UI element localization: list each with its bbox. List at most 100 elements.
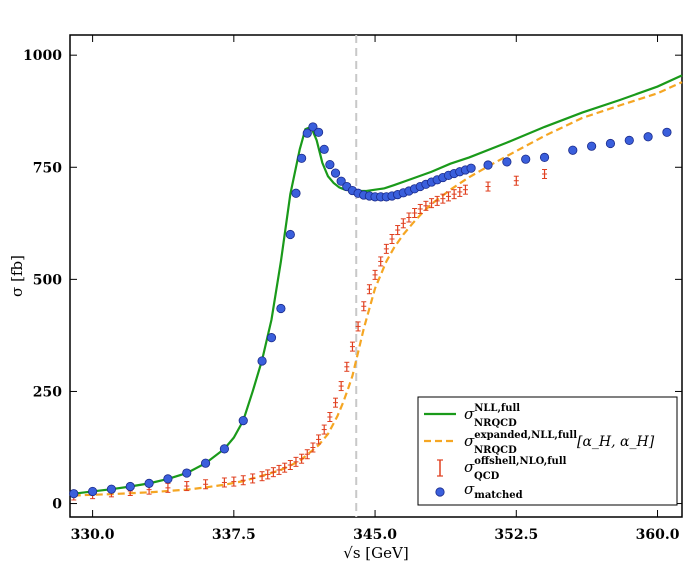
y-tick-label: 500 [33, 272, 62, 288]
legend-swatch-matched [435, 487, 445, 497]
offshell-point [451, 189, 457, 200]
legend-expanded-suffix: [α_H, α_H] [577, 434, 655, 450]
offshell-point [440, 193, 446, 204]
offshell-point [378, 256, 384, 267]
offshell-point [287, 459, 293, 470]
offshell-point [389, 234, 395, 245]
matched-point [200, 458, 211, 468]
legend-nll-sup: NLL,full [474, 403, 520, 414]
offshell-point [270, 467, 276, 478]
offshell-point [349, 341, 355, 352]
legend-label-nll: σNLL,full [464, 403, 520, 423]
matched-point [605, 138, 616, 149]
plot-frame [69, 34, 683, 518]
legend-box [417, 396, 678, 506]
offshell-point [445, 191, 451, 202]
offshell-point [423, 200, 429, 211]
matched-point [325, 159, 335, 170]
series-layer [69, 74, 683, 501]
offshell-point [310, 442, 316, 453]
x-tick-label: 337.5 [212, 527, 256, 543]
matched-point [587, 141, 597, 151]
offshell-point [221, 477, 227, 488]
legend-label-matched: σmatched [464, 480, 523, 501]
matched-point [182, 468, 192, 478]
legend-expanded-sup: expanded,NLL,full [474, 430, 577, 441]
offshell-point [417, 203, 423, 214]
offshell-point [240, 475, 246, 486]
legend-label-expanded: σexpanded,NLL,full[α_H, α_H] [464, 430, 655, 450]
y-axis-title: σ [fb] [8, 255, 26, 297]
matched-point [502, 157, 512, 167]
y-tick-label: 0 [52, 497, 62, 513]
offshell-point [321, 424, 327, 435]
matched-point [297, 153, 307, 163]
offshell-point [406, 212, 412, 223]
legend: σNLL,full NRQCD σexpanded,NLL,full[α_H, … [417, 396, 678, 506]
legend-offshell-main: σ [464, 458, 475, 476]
offshell-point [383, 243, 389, 254]
matched-point [336, 176, 346, 186]
matched-point [624, 135, 634, 145]
matched-point [330, 168, 341, 178]
legend-matched-main: σ [464, 480, 475, 498]
offshell-point [250, 473, 256, 484]
legend-matched-sub: matched [474, 490, 522, 501]
offshell-point [395, 225, 401, 236]
matched-point [238, 415, 248, 426]
legend-label-nll-sub: NRQCD [474, 418, 517, 429]
matched-point [308, 122, 318, 132]
matched-point [539, 152, 550, 163]
matched-point [643, 132, 653, 142]
offshell-point [276, 464, 282, 475]
matched-point [144, 478, 154, 488]
matched-point [319, 144, 329, 154]
x-axis-title: √s [GeV] [343, 544, 408, 562]
matched-point [466, 163, 476, 173]
matched-point [521, 154, 531, 164]
offshell-point [400, 218, 406, 229]
series-line-nll-full [73, 74, 683, 495]
offshell-point [259, 471, 265, 482]
x-tick-label: 345.0 [353, 527, 397, 543]
matched-point [302, 128, 312, 138]
legend-label-offshell-sub: QCD [474, 471, 500, 482]
offshell-point [184, 481, 190, 492]
legend-label-expanded-sub: NRQCD [474, 445, 517, 456]
offshell-point [282, 462, 288, 473]
matched-point [291, 188, 301, 198]
matched-point [483, 160, 493, 170]
offshell-point [203, 479, 209, 490]
offshell-point [434, 195, 440, 206]
matched-point [568, 145, 578, 155]
legend-expanded-main: σ [464, 432, 475, 450]
x-tick-label: 360.0 [636, 527, 680, 543]
y-tick-label: 1000 [23, 48, 62, 64]
offshell-point [293, 456, 299, 467]
matched-point [285, 229, 295, 240]
y-tick-label: 250 [33, 384, 62, 400]
offshell-point [299, 453, 305, 464]
matched-point [106, 484, 117, 494]
matched-point [69, 489, 79, 499]
offshell-point [429, 198, 435, 209]
legend-nll-main: σ [464, 405, 475, 423]
matched-point [163, 474, 173, 484]
offshell-point [485, 181, 491, 192]
y-tick-label: 750 [33, 160, 62, 176]
x-tick-label: 352.5 [494, 527, 538, 543]
offshell-point [361, 301, 367, 312]
offshell-point [231, 476, 237, 487]
axis-ticks: 330.0 337.5 345.0 352.5 360.0 0 250 500 750 1000 [23, 35, 682, 543]
offshell-point [316, 434, 322, 445]
legend-swatch-offshell [437, 459, 443, 477]
offshell-point [327, 412, 333, 423]
legend-offshell-sup: offshell,NLO,full [474, 456, 566, 467]
series-line-expanded [73, 81, 683, 497]
offshell-point [462, 184, 468, 195]
x-tick-label: 330.0 [71, 527, 115, 543]
matched-point [276, 303, 286, 314]
offshell-point [513, 175, 519, 186]
legend-label-offshell: σoffshell,NLO,full [464, 456, 567, 476]
